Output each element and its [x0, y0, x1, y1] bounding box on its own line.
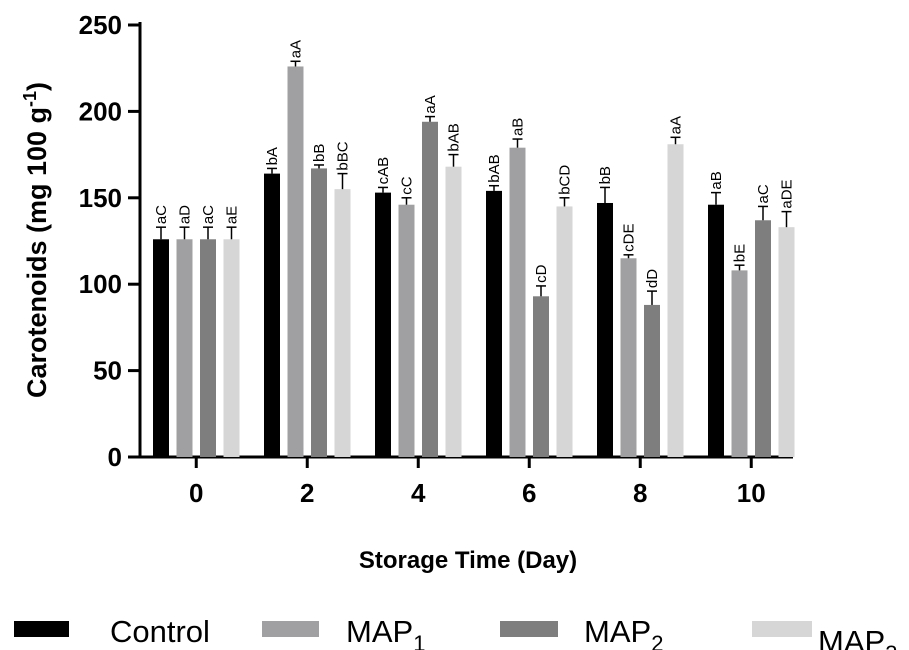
y-tick-label: 250 — [79, 10, 122, 40]
legend-swatch — [752, 621, 812, 637]
significance-label: bAB — [486, 154, 503, 182]
x-axis-title: Storage Time (Day) — [359, 547, 577, 574]
y-tick-label: 0 — [108, 442, 122, 472]
bar — [644, 304, 660, 457]
bar — [486, 190, 502, 457]
significance-label: cAB — [375, 157, 392, 185]
significance-label: cDE — [621, 223, 638, 251]
bar — [223, 239, 240, 457]
y-tick-label: 150 — [79, 183, 122, 213]
bar — [620, 258, 637, 457]
x-tick-label: 8 — [633, 478, 647, 508]
legend-label: MAP1 — [346, 614, 425, 650]
significance-label: bCD — [557, 165, 574, 195]
legend-swatch — [500, 621, 558, 637]
significance-label: aB — [510, 118, 527, 136]
bar — [778, 227, 795, 457]
y-axis-title: Carotenoids (mg 100 g-1) — [20, 82, 52, 398]
bar — [398, 204, 415, 457]
bar — [755, 220, 771, 457]
significance-label: bBC — [335, 141, 352, 170]
legend-label: MAP2 — [584, 614, 663, 650]
significance-label: bA — [264, 147, 281, 165]
bars — [153, 60, 795, 458]
bar — [264, 173, 280, 457]
bar — [375, 192, 391, 457]
legend-swatch — [14, 621, 69, 637]
bar — [153, 239, 169, 457]
bar — [287, 66, 304, 458]
legend-label: Control — [110, 614, 210, 649]
y-tick-label: 50 — [93, 356, 122, 386]
significance-label: aDE — [779, 179, 796, 208]
bar — [533, 296, 549, 457]
significance-label: aC — [200, 205, 217, 224]
significance-label: aE — [224, 206, 241, 224]
bar — [708, 204, 724, 457]
significance-label: aA — [668, 116, 685, 134]
significance-label: cD — [533, 264, 550, 283]
significance-label: bE — [732, 244, 749, 262]
bar — [509, 147, 526, 458]
significance-label: aB — [708, 171, 725, 189]
y-axis: 0 50 100 150 200 250 — [79, 10, 142, 472]
significance-label: aC — [755, 184, 772, 203]
significance-labels: aC bA cAB bAB bB aB aD aA cC aB cDE bE aC bB aA cD dD aC a… — [153, 40, 796, 288]
legend: Control MAP1 MAP2 MAP3 — [14, 614, 897, 650]
x-tick-label: 4 — [411, 478, 426, 508]
significance-label: aD — [177, 205, 194, 224]
significance-label: cC — [399, 176, 416, 195]
bar — [200, 239, 216, 457]
bar — [422, 121, 438, 457]
y-tick-label: 200 — [79, 96, 122, 126]
significance-label: aC — [153, 205, 170, 224]
bar — [731, 270, 748, 457]
x-tick-label: 2 — [300, 478, 314, 508]
x-axis: 0 2 4 6 8 10 — [138, 455, 793, 508]
bar — [556, 206, 573, 457]
significance-label: aA — [288, 40, 305, 58]
bar — [334, 189, 351, 457]
significance-label: dD — [644, 269, 661, 288]
significance-label: aA — [422, 95, 439, 113]
bar — [667, 144, 684, 457]
y-tick-label: 100 — [79, 269, 122, 299]
significance-label: bB — [597, 166, 614, 184]
bar — [311, 168, 327, 457]
x-tick-label: 6 — [522, 478, 536, 508]
significance-label: bAB — [446, 123, 463, 151]
significance-label: bB — [311, 144, 328, 162]
legend-swatch — [262, 621, 319, 637]
x-tick-label: 0 — [189, 478, 203, 508]
x-tick-label: 10 — [737, 478, 766, 508]
bar — [445, 166, 462, 458]
bar — [176, 239, 193, 457]
legend-label: MAP3 — [818, 624, 897, 650]
bar — [597, 202, 613, 457]
